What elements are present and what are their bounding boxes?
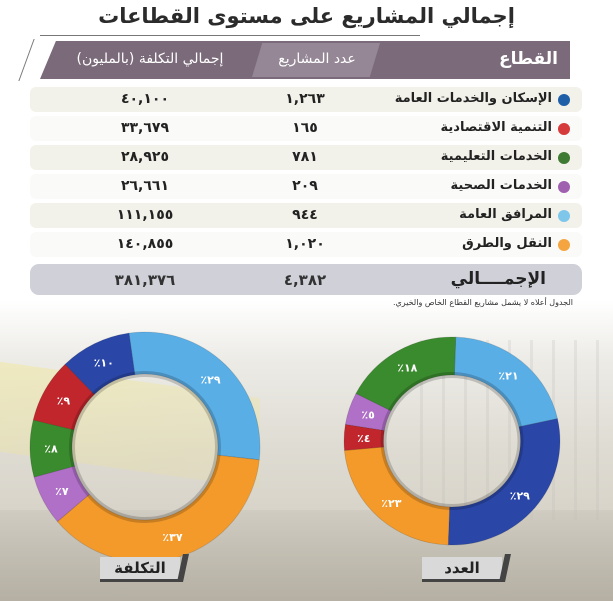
project-cost: ١١١,١٥٥: [116, 207, 174, 223]
segment-percent-label: ٪٣٧: [162, 531, 182, 544]
cost-chart-label: التكلفة: [100, 554, 189, 582]
sector-name: الخدمات التعليمية: [440, 149, 552, 164]
donut-segment: [29, 419, 76, 478]
table-row: المرافق العامة ٩٤٤ ١١١,١٥٥: [30, 203, 582, 228]
project-cost: ٢٨,٩٢٥: [120, 149, 170, 165]
legend-dot-icon: [558, 94, 570, 106]
legend-dot-icon: [558, 152, 570, 164]
table-row: النقل والطرق ١,٠٢٠ ١٤٠,٨٥٥: [30, 232, 582, 257]
cost-column-header: إجمالي التكلفة (بالمليون): [76, 51, 224, 67]
sector-name: التنمية الاقتصادية: [440, 120, 552, 135]
table-row: الإسكان والخدمات العامة ١,٢٦٣ ٤٠,١٠٠: [30, 87, 582, 112]
project-cost: ٣٣,٦٧٩: [120, 120, 170, 136]
segment-percent-label: ٪١٠: [94, 357, 114, 370]
donut-segment: [453, 336, 558, 428]
donut-segment: [32, 363, 95, 431]
page-title: إجمالي المشاريع على مستوى القطاعات: [98, 4, 515, 28]
donut-segment: [355, 336, 457, 412]
count-chart-label: العدد: [422, 554, 511, 582]
sector-column-header: القطاع: [498, 49, 558, 69]
table-row: الخدمات التعليمية ٧٨١ ٢٨,٩٢٥: [30, 145, 582, 170]
total-count: ٤,٣٨٢: [283, 271, 327, 289]
legend-dot-icon: [558, 210, 570, 222]
project-cost: ١٤٠,٨٥٥: [116, 236, 174, 252]
donut-charts: ٪٢٩ ٪٣٧ ٪٧ ٪٨ ٪٩ ٪١٠ ٪٢١ ٪٢٩ ٪٢٣ ٪٤ ٪٥ ٪١٨: [29, 331, 561, 563]
segment-percent-label: ٪٢٩: [200, 374, 220, 387]
legend-dot-icon: [558, 181, 570, 193]
project-count: ٧٨١: [292, 149, 318, 165]
segment-percent-label: ٪٩: [57, 394, 71, 407]
total-cost: ٣٨١,٣٧٦: [114, 271, 176, 289]
project-count: ١,٢٦٣: [285, 91, 325, 107]
count-header-bg: [252, 43, 380, 77]
segment-percent-label: ٪٢١: [498, 370, 518, 383]
title-underline: [40, 35, 420, 36]
sector-name: الإسكان والخدمات العامة: [394, 91, 552, 106]
sector-name: النقل والطرق: [462, 236, 552, 251]
donut-segment: [344, 392, 392, 431]
legend-dot-icon: [558, 123, 570, 135]
cost-donut-chart: ٪٢٩ ٪٣٧ ٪٧ ٪٨ ٪٩ ٪١٠: [29, 331, 261, 563]
table-footnote: الجدول أعلاه لا يشمل مشاريع القطاع الخاص…: [392, 298, 573, 307]
donut-segment: [344, 446, 451, 546]
segment-percent-label: ٪٨: [44, 442, 58, 455]
donut-segment: [343, 423, 385, 451]
project-count: ١٦٥: [292, 120, 318, 136]
donut-segment: [33, 465, 90, 523]
project-count: ١,٠٢٠: [285, 236, 325, 252]
project-cost: ٢٦,٦٦١: [120, 178, 170, 194]
segment-percent-label: ٪٤: [357, 432, 370, 445]
count-donut-chart: ٪٢١ ٪٢٩ ٪٢٣ ٪٤ ٪٥ ٪١٨: [343, 336, 561, 546]
donut-segment: [64, 332, 136, 396]
segment-percent-label: ٪٧: [55, 485, 69, 498]
sector-name: الخدمات الصحية: [450, 178, 552, 193]
segment-percent-label: ٪١٨: [397, 362, 417, 375]
donut-segment: [56, 454, 260, 563]
donut-segment: [447, 418, 561, 546]
donut-segment: [128, 331, 261, 461]
project-count: ٩٤٤: [292, 207, 318, 223]
count-column-header: عدد المشاريع: [278, 51, 356, 67]
table-row: التنمية الاقتصادية ١٦٥ ٣٣,٦٧٩: [30, 116, 582, 141]
total-label: الإجمــــالي: [450, 269, 546, 289]
table-row: الخدمات الصحية ٢٠٩ ٢٦,٦٦١: [30, 174, 582, 199]
total-row: الإجمــــالي ٤,٣٨٢ ٣٨١,٣٧٦: [30, 264, 582, 295]
sector-name: المرافق العامة: [459, 207, 552, 222]
legend-dot-icon: [558, 239, 570, 251]
segment-percent-label: ٪٢٩: [510, 489, 530, 502]
project-cost: ٤٠,١٠٠: [120, 91, 170, 107]
segment-percent-label: ٪٥: [361, 408, 375, 421]
table-body: الإسكان والخدمات العامة ١,٢٦٣ ٤٠,١٠٠ الت…: [30, 87, 582, 261]
segment-percent-label: ٪٢٣: [381, 497, 401, 510]
project-count: ٢٠٩: [292, 178, 318, 194]
